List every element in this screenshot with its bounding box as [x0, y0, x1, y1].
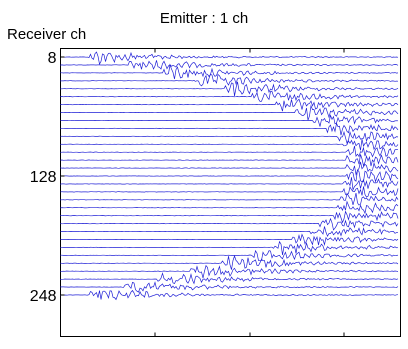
trace-line-16: [60, 60, 399, 70]
trace-line-216: [60, 254, 399, 270]
x-ticks: [60, 48, 345, 337]
y-ticks: 8 128 248: [30, 50, 65, 305]
trace-line-80: [60, 122, 399, 136]
trace-line-184: [60, 226, 399, 238]
trace-line-208: [60, 249, 399, 262]
trace-line-112: [60, 154, 399, 167]
trace-line-200: [60, 240, 399, 255]
trace-line-96: [60, 139, 399, 151]
trace-line-248: [60, 289, 399, 301]
axes-frame: [60, 48, 401, 337]
trace-line-152: [60, 192, 399, 206]
trace-line-24: [60, 63, 399, 80]
trace-line-120: [60, 161, 399, 176]
y-tick-label: 248: [30, 288, 57, 305]
trace-line-48: [60, 91, 399, 102]
trace-line-168: [60, 210, 399, 224]
trace-line-72: [60, 114, 399, 127]
trace-line-144: [60, 186, 399, 198]
trace-line-104: [60, 145, 399, 158]
trace-line-64: [60, 104, 399, 121]
trace-line-8: [60, 51, 399, 66]
trace-line-128: [60, 169, 399, 183]
trace-line-240: [60, 281, 399, 293]
trace-line-224: [60, 264, 399, 279]
trace-group: [60, 51, 399, 301]
trace-line-40: [60, 81, 399, 97]
trace-line-32: [60, 73, 399, 87]
trace-line-56: [60, 98, 399, 112]
y-tick-label: 128: [30, 169, 57, 186]
trace-line-160: [60, 200, 399, 215]
trace-line-136: [60, 177, 399, 192]
trace-line-176: [60, 217, 399, 231]
y-axis-label: Receiver ch: [7, 26, 86, 43]
trace-line-232: [60, 272, 399, 285]
trace-line-192: [60, 233, 399, 246]
y-tick-label: 8: [48, 50, 57, 67]
trace-line-88: [60, 130, 399, 145]
chart-title: Emitter : 1 ch: [160, 10, 248, 27]
